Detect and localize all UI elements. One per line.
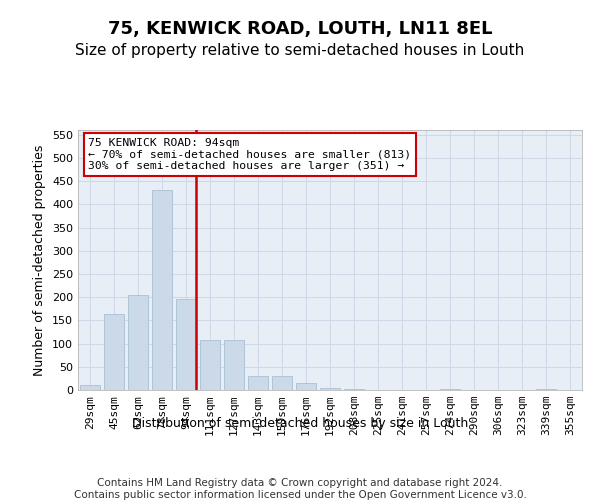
Bar	[224, 340, 244, 390]
Bar	[272, 376, 292, 390]
Bar	[248, 376, 268, 390]
Y-axis label: Number of semi-detached properties: Number of semi-detached properties	[34, 144, 46, 376]
Bar	[344, 388, 364, 390]
Bar	[80, 386, 100, 390]
Bar	[296, 383, 316, 390]
Text: 75, KENWICK ROAD, LOUTH, LN11 8EL: 75, KENWICK ROAD, LOUTH, LN11 8EL	[108, 20, 492, 38]
Text: Distribution of semi-detached houses by size in Louth: Distribution of semi-detached houses by …	[132, 418, 468, 430]
Bar	[440, 389, 460, 390]
Text: Size of property relative to semi-detached houses in Louth: Size of property relative to semi-detach…	[76, 42, 524, 58]
Bar	[200, 340, 220, 390]
Bar	[176, 298, 196, 390]
Text: Contains public sector information licensed under the Open Government Licence v3: Contains public sector information licen…	[74, 490, 526, 500]
Bar	[104, 314, 124, 390]
Text: 75 KENWICK ROAD: 94sqm
← 70% of semi-detached houses are smaller (813)
30% of se: 75 KENWICK ROAD: 94sqm ← 70% of semi-det…	[88, 138, 411, 171]
Bar	[128, 296, 148, 390]
Bar	[320, 388, 340, 390]
Bar	[152, 190, 172, 390]
Text: Contains HM Land Registry data © Crown copyright and database right 2024.: Contains HM Land Registry data © Crown c…	[97, 478, 503, 488]
Bar	[536, 389, 556, 390]
